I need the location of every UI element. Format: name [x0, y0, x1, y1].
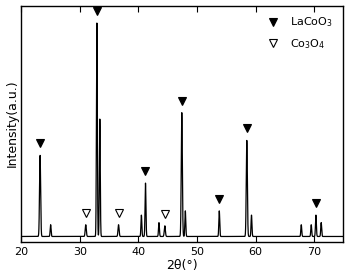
Legend: LaCoO$_3$, Co$_3$O$_4$: LaCoO$_3$, Co$_3$O$_4$	[260, 13, 335, 53]
X-axis label: 2θ(°): 2θ(°)	[166, 259, 198, 272]
Y-axis label: Intensity(a.u.): Intensity(a.u.)	[6, 80, 18, 167]
